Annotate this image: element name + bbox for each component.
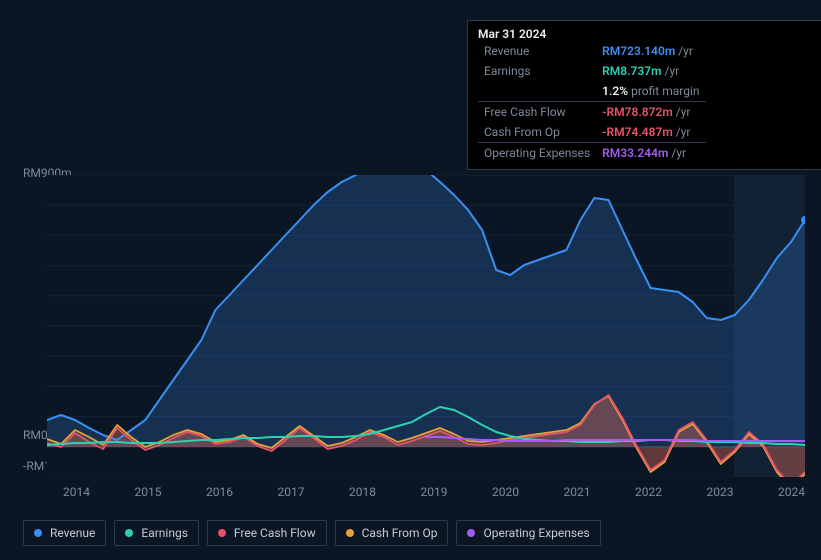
tooltip-metric-value: RM33.244m /yr: [596, 143, 705, 164]
tooltip-metric-label: Earnings: [478, 61, 596, 81]
legend-marker: [34, 529, 42, 537]
legend-marker: [218, 529, 226, 537]
tooltip-row: Operating ExpensesRM33.244m /yr: [478, 143, 706, 164]
tooltip-metric-value: 1.2% profit margin: [596, 81, 705, 102]
trend-chart[interactable]: [47, 175, 805, 477]
legend-label: Earnings: [141, 526, 188, 540]
tooltip-table: RevenueRM723.140m /yrEarningsRM8.737m /y…: [478, 41, 706, 163]
x-axis-tick: 2021: [564, 485, 591, 499]
tooltip-metric-label: Cash From Op: [478, 122, 596, 143]
tooltip-row: Cash From Op-RM74.487m /yr: [478, 122, 706, 143]
tooltip-row: RevenueRM723.140m /yr: [478, 41, 706, 61]
legend-label: Free Cash Flow: [234, 526, 316, 540]
x-axis-tick: 2023: [707, 485, 734, 499]
financials-panel: Mar 31 2024 RevenueRM723.140m /yrEarning…: [0, 0, 821, 560]
x-axis-tick: 2017: [278, 485, 305, 499]
x-axis-tick: 2022: [635, 485, 662, 499]
legend-item[interactable]: Operating Expenses: [456, 520, 600, 546]
legend-item[interactable]: Revenue: [23, 520, 106, 546]
x-axis-tick: 2019: [421, 485, 448, 499]
legend-marker: [467, 529, 475, 537]
x-axis-labels: 2014 2015 2016 2017 2018 2019 2020 2021 2022 2023…: [63, 485, 805, 499]
tooltip-metric-label: Operating Expenses: [478, 143, 596, 164]
legend-item[interactable]: Free Cash Flow: [207, 520, 327, 546]
legend-item[interactable]: Cash From Op: [335, 520, 449, 546]
tooltip-metric-value: -RM74.487m /yr: [596, 122, 705, 143]
y-axis-label: RM0: [23, 428, 48, 442]
legend-marker: [125, 529, 133, 537]
x-axis-tick: 2015: [135, 485, 162, 499]
tooltip-metric-label: Revenue: [478, 41, 596, 61]
data-tooltip: Mar 31 2024 RevenueRM723.140m /yrEarning…: [467, 20, 821, 170]
x-axis-tick: 2020: [492, 485, 519, 499]
legend-label: Revenue: [50, 526, 95, 540]
tooltip-metric-label: [478, 81, 596, 102]
legend: Revenue Earnings Free Cash Flow Cash From O…: [23, 520, 601, 546]
tooltip-date: Mar 31 2024: [478, 27, 818, 41]
tooltip-row: Free Cash Flow-RM78.872m /yr: [478, 102, 706, 123]
legend-marker: [346, 529, 354, 537]
tooltip-metric-value: RM723.140m /yr: [596, 41, 705, 61]
legend-label: Operating Expenses: [483, 526, 589, 540]
tooltip-row: EarningsRM8.737m /yr: [478, 61, 706, 81]
x-axis-tick: 2018: [349, 485, 376, 499]
tooltip-metric-value: -RM78.872m /yr: [596, 102, 705, 123]
tooltip-row: 1.2% profit margin: [478, 81, 706, 102]
x-axis-tick: 2014: [63, 485, 90, 499]
tooltip-metric-label: Free Cash Flow: [478, 102, 596, 123]
tooltip-metric-value: RM8.737m /yr: [596, 61, 705, 81]
legend-label: Cash From Op: [362, 526, 438, 540]
legend-item[interactable]: Earnings: [114, 520, 199, 546]
x-axis-tick: 2016: [206, 485, 233, 499]
x-axis-tick: 2024: [778, 485, 805, 499]
